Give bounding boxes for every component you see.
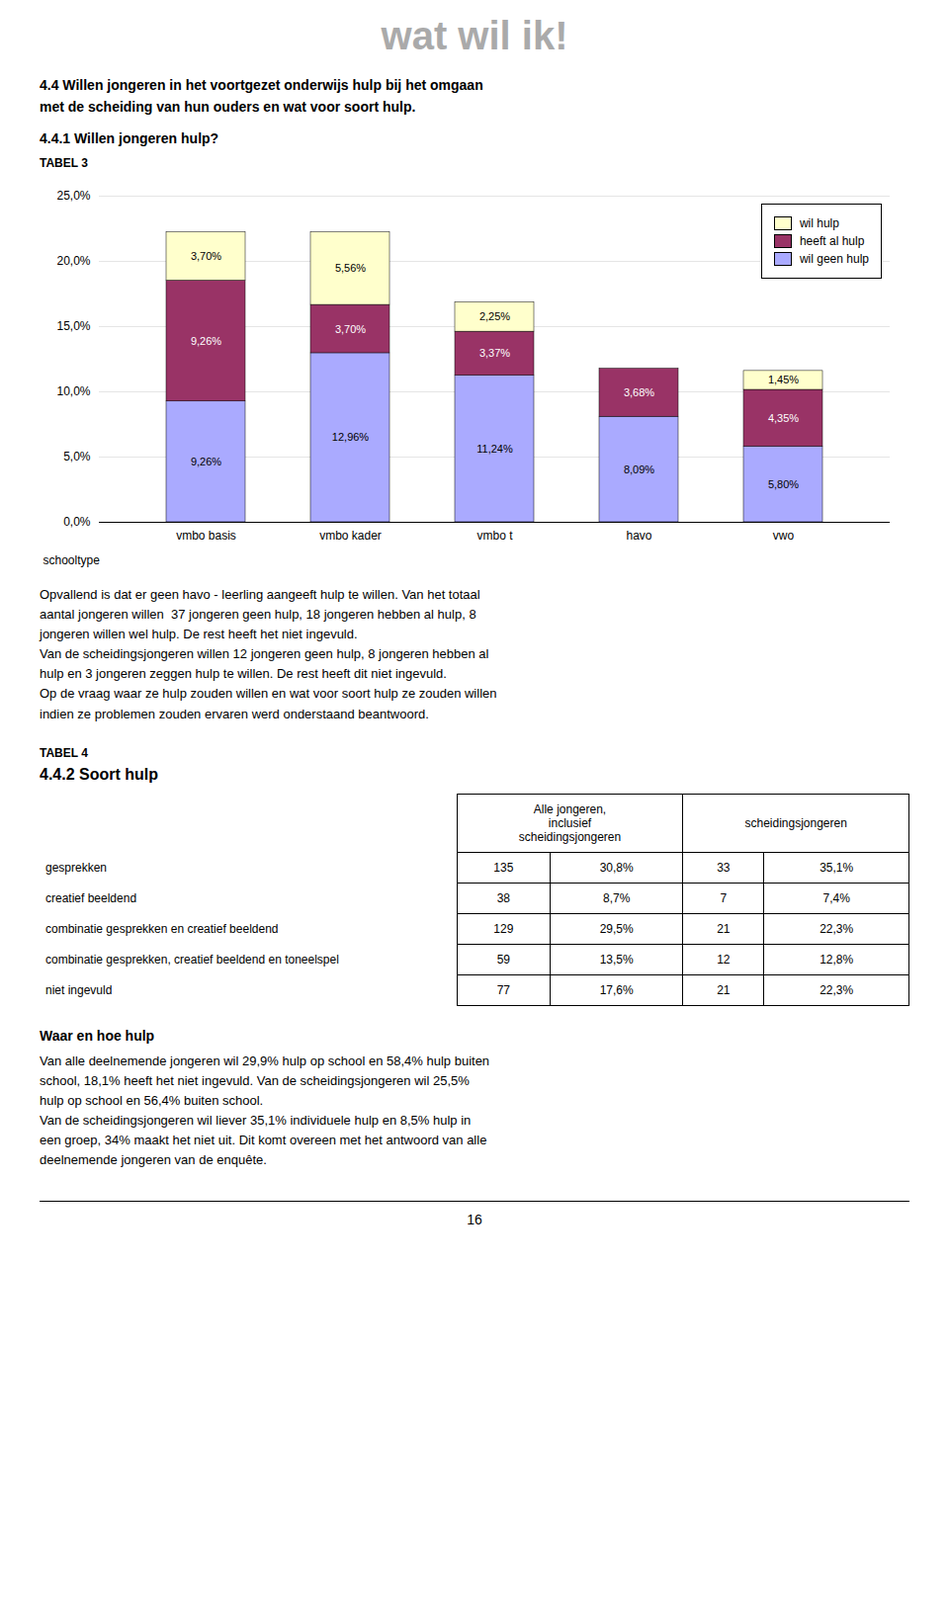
svg-text:9,26%: 9,26% (190, 455, 222, 468)
html-text:13,5%: 13,5% (599, 952, 634, 967)
html-text:77: 77 (496, 983, 511, 998)
html-text:wil hulp: wil hulp (799, 216, 840, 231)
html-text:TABEL 3: TABEL 3 (39, 155, 88, 170)
html-text:Waar en hoe hulp: Waar en hoe hulp (39, 1027, 155, 1044)
svg-text:3,70%: 3,70% (190, 250, 222, 262)
svg-text:0,0%: 0,0% (63, 515, 91, 529)
svg-text:9,26%: 9,26% (190, 334, 222, 346)
svg-text:1,45%: 1,45% (768, 373, 799, 386)
html-text:22,3%: 22,3% (819, 983, 854, 998)
svg-text:vmbo t: vmbo t (476, 528, 514, 543)
html-text:indien ze problemen zouden erv: indien ze problemen zouden ervaren werd … (39, 706, 429, 722)
html-text:4.4.1 Willen jongeren hulp?: 4.4.1 Willen jongeren hulp? (39, 130, 219, 147)
html-text:22,3%: 22,3% (819, 922, 854, 936)
html-text:4.4.2 Soort hulp: 4.4.2 Soort hulp (39, 765, 159, 783)
html-text:combinatie gesprekken, creatie: combinatie gesprekken, creatief beeldend… (45, 952, 339, 967)
svg-text:4,35%: 4,35% (768, 412, 799, 425)
html-text:12: 12 (716, 952, 731, 967)
svg-text:havo: havo (625, 528, 652, 543)
html-text:35,1%: 35,1% (819, 860, 854, 875)
svg-text:2,25%: 2,25% (479, 310, 511, 323)
html-text:Van alle deelnemende jongeren: Van alle deelnemende jongeren wil 29,9% … (39, 1053, 490, 1069)
html-text:59: 59 (496, 952, 511, 967)
html-text:TABEL 4: TABEL 4 (39, 746, 88, 760)
svg-text:8,09%: 8,09% (623, 462, 655, 475)
html-text:deelnemende jongeren van de en: deelnemende jongeren van de enquête. (39, 1153, 267, 1168)
html-text:8,7%: 8,7% (603, 891, 630, 906)
html-text:129: 129 (493, 922, 514, 936)
html-text:Van de scheidingsjongeren will: Van de scheidingsjongeren willen 12 jong… (39, 646, 489, 662)
html-text:scheidingsjongeren: scheidingsjongeren (744, 816, 848, 831)
html-text:4.4 Willen jongeren in het voo: 4.4 Willen jongeren in het voortgezet on… (39, 77, 484, 116)
html-text:Alle jongeren, inclusief schei: Alle jongeren, inclusief scheidingsjonge… (518, 802, 622, 845)
svg-text:5,0%: 5,0% (63, 449, 91, 464)
svg-text:3,37%: 3,37% (479, 346, 511, 359)
html-text:135: 135 (493, 860, 514, 875)
svg-text:15,0%: 15,0% (56, 319, 90, 334)
html-text:38: 38 (496, 891, 511, 906)
svg-text:5,80%: 5,80% (768, 478, 799, 491)
svg-text:vwo: vwo (773, 528, 795, 543)
html-text:creatief beeldend: creatief beeldend (45, 891, 137, 906)
html-text:17,6%: 17,6% (599, 983, 634, 998)
html-text:niet ingevuld: niet ingevuld (45, 983, 113, 998)
svg-text:5,56%: 5,56% (335, 261, 366, 274)
svg-text:schooltype: schooltype (43, 552, 101, 567)
svg-text:25,0%: 25,0% (56, 188, 90, 203)
svg-text:vmbo kader: vmbo kader (319, 528, 382, 543)
html-text:33: 33 (716, 860, 731, 875)
html-text:school, 18,1% heeft het niet i: school, 18,1% heeft het niet ingevuld. V… (39, 1073, 470, 1089)
html-text:Van de scheidingsjongeren wil: Van de scheidingsjongeren wil liever 35,… (39, 1113, 471, 1129)
svg-text:20,0%: 20,0% (56, 254, 90, 268)
svg-text:vmbo basis: vmbo basis (175, 528, 237, 543)
html-text:Op de vraag waar ze hulp zoude: Op de vraag waar ze hulp zouden willen e… (39, 686, 497, 702)
html-text:gesprekken: gesprekken (45, 860, 107, 875)
svg-text:3,70%: 3,70% (335, 322, 366, 335)
html-text:21: 21 (716, 983, 731, 998)
html-text:7,4%: 7,4% (822, 891, 851, 906)
svg-text:11,24%: 11,24% (476, 442, 514, 455)
html-text:hulp op school en 56,4% buiten: hulp op school en 56,4% buiten school. (39, 1093, 264, 1109)
html-text:7: 7 (720, 891, 727, 906)
html-text:21: 21 (716, 922, 731, 936)
html-text:wat wil ik!: wat wil ik! (381, 13, 568, 58)
svg-text:10,0%: 10,0% (56, 384, 90, 399)
html-text:30,8%: 30,8% (599, 860, 634, 875)
html-text:aantal jongeren willen 37 jong: aantal jongeren willen 37 jongeren geen … (39, 606, 477, 622)
html-text:29,5%: 29,5% (599, 922, 634, 936)
html-text:een groep, 34% maakt het niet: een groep, 34% maakt het niet uit. Dit k… (39, 1133, 487, 1148)
html-text:heeft al hulp: heeft al hulp (799, 234, 865, 248)
html-text:12,8%: 12,8% (819, 952, 854, 967)
html-text:jongeren willen wel hulp. De r: jongeren willen wel hulp. De rest heeft … (39, 626, 358, 642)
html-text:combinatie gesprekken en creat: combinatie gesprekken en creatief beelde… (45, 922, 279, 936)
html-text:Opvallend is dat er geen havo: Opvallend is dat er geen havo - leerling… (39, 586, 481, 602)
html-text:hulp en 3 jongeren zeggen hulp: hulp en 3 jongeren zeggen hulp te willen… (39, 666, 447, 682)
html-text:wil geen hulp: wil geen hulp (799, 251, 869, 266)
svg-text:12,96%: 12,96% (332, 431, 370, 443)
html-text:16: 16 (466, 1211, 483, 1228)
svg-text:3,68%: 3,68% (623, 386, 655, 399)
